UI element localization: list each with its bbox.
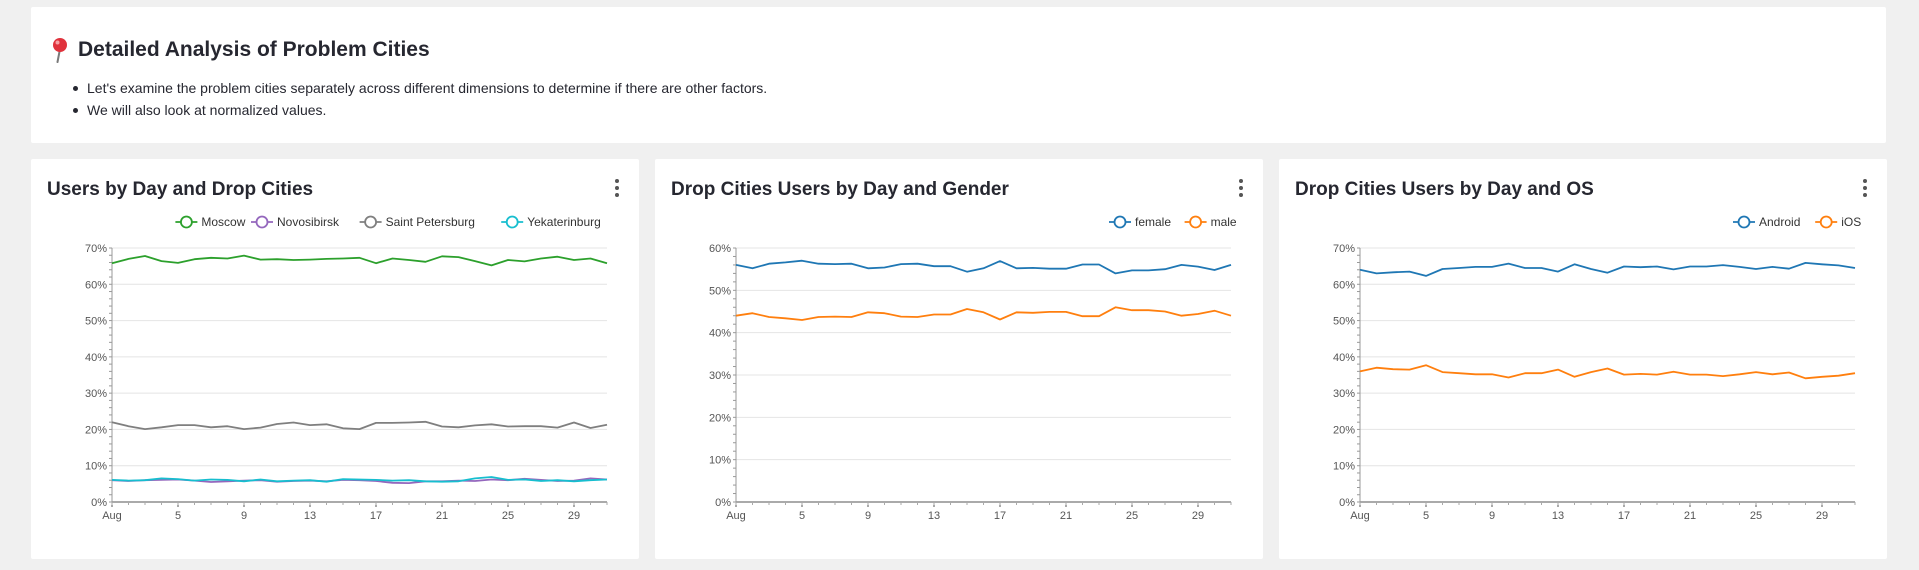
y-tick-label: 30% (85, 388, 107, 400)
x-tick-label: 5 (1423, 510, 1429, 522)
y-tick-label: 40% (1333, 352, 1355, 364)
x-tick-label: 13 (928, 510, 940, 522)
y-tick-label: 30% (709, 370, 731, 382)
x-tick-label: 9 (865, 510, 871, 522)
x-tick-label: 17 (994, 510, 1006, 522)
series-line-male[interactable] (735, 306, 1232, 321)
series-line-saint-petersburg[interactable] (111, 420, 608, 431)
legend-label: Android (1759, 215, 1800, 229)
more-options-icon[interactable] (1237, 179, 1245, 199)
legend-item-saint-petersburg[interactable]: Saint Petersburg (359, 215, 475, 229)
legend-item-android[interactable]: Android (1733, 215, 1800, 229)
y-tick-label: 60% (1333, 279, 1355, 291)
more-options-icon[interactable] (1861, 179, 1869, 199)
x-tick-label: 9 (241, 510, 247, 522)
legend: female male (1109, 215, 1237, 229)
y-tick-label: 50% (709, 285, 731, 297)
more-options-icon[interactable] (613, 179, 621, 199)
y-tick-label: 0% (91, 497, 107, 509)
page-title: Detailed Analysis of Problem Cities (78, 38, 430, 61)
x-tick-label: 21 (1060, 510, 1072, 522)
legend-label: Novosibirsk (277, 215, 340, 229)
y-tick-label: 70% (1333, 243, 1355, 255)
intro-title-row: Detailed Analysis of Problem Cities (49, 37, 430, 63)
legend: Android iOS (1733, 215, 1861, 229)
x-tick-label: 29 (568, 510, 580, 522)
y-tick-label: 60% (709, 243, 731, 255)
legend-label: Yekaterinburg (527, 215, 601, 229)
legend-item-yekaterinburg[interactable]: Yekaterinburg (501, 215, 601, 229)
x-tick-label: 25 (502, 510, 514, 522)
legend-label: iOS (1841, 215, 1861, 229)
chart-card-cities: Users by Day and Drop Cities 0% 10% 20% 30%… (31, 159, 639, 559)
x-tick-label: 17 (1618, 510, 1630, 522)
series-line-android[interactable] (1359, 262, 1856, 277)
pushpin-icon (53, 38, 67, 63)
chart-os-plot: 0% 10% 20% 30% 40% 50% 60% 70% Aug 5 9 13 17 21 25 29 An… (1333, 215, 1861, 522)
x-tick-label: 29 (1192, 510, 1204, 522)
y-tick-label: 20% (85, 424, 107, 436)
y-tick-label: 40% (709, 328, 731, 340)
series-line-yekaterinburg[interactable] (111, 476, 608, 483)
legend-item-moscow[interactable]: Moscow (175, 215, 246, 229)
legend-label: Saint Petersburg (386, 215, 475, 229)
chart-card-os: Drop Cities Users by Day and OS 0% 10% 20%… (1279, 159, 1887, 559)
legend-label: Moscow (201, 215, 245, 229)
series-line-moscow[interactable] (111, 254, 608, 267)
intro-bullet: Let's examine the problem cities separat… (69, 77, 767, 99)
y-tick-label: 60% (85, 279, 107, 291)
x-tick-label: 13 (1552, 510, 1564, 522)
y-tick-label: 0% (715, 497, 731, 509)
x-tick-label: Aug (102, 510, 122, 522)
series-line-ios[interactable] (1359, 364, 1856, 380)
x-tick-label: 29 (1816, 510, 1828, 522)
y-tick-label: 70% (85, 243, 107, 255)
y-tick-label: 10% (1333, 461, 1355, 473)
intro-bullet: We will also look at normalized values. (69, 99, 767, 121)
x-tick-label: 13 (304, 510, 316, 522)
chart-card-gender: Drop Cities Users by Day and Gender 0% 10… (655, 159, 1263, 559)
x-tick-label: 9 (1489, 510, 1495, 522)
y-tick-label: 50% (1333, 316, 1355, 328)
chart-cities-plot: 0% 10% 20% 30% 40% 50% 60% 70% Aug 5 9 13 17 21 25 29 Mo… (85, 215, 608, 522)
x-tick-label: 25 (1750, 510, 1762, 522)
x-tick-label: 5 (799, 510, 805, 522)
y-tick-label: 0% (1339, 497, 1355, 509)
legend-item-female[interactable]: female (1109, 215, 1171, 229)
chart-title: Drop Cities Users by Day and OS (1295, 179, 1594, 200)
y-tick-label: 10% (709, 455, 731, 467)
y-tick-label: 20% (1333, 424, 1355, 436)
chart-gender-plot: 0% 10% 20% 30% 40% 50% 60% Aug 5 9 13 17 21 25 29 femal… (709, 215, 1237, 522)
chart-title: Drop Cities Users by Day and Gender (671, 179, 1009, 200)
x-tick-label: Aug (1350, 510, 1370, 522)
intro-card: Detailed Analysis of Problem Cities Let'… (31, 7, 1886, 143)
series-line-female[interactable] (735, 259, 1232, 275)
x-tick-label: 17 (370, 510, 382, 522)
intro-bullet-list: Let's examine the problem cities separat… (69, 77, 767, 121)
x-tick-label: 21 (1684, 510, 1696, 522)
x-tick-label: 5 (175, 510, 181, 522)
y-tick-label: 50% (85, 316, 107, 328)
legend-item-male[interactable]: male (1184, 215, 1237, 229)
x-tick-label: 25 (1126, 510, 1138, 522)
x-tick-label: Aug (726, 510, 746, 522)
legend-item-ios[interactable]: iOS (1815, 215, 1861, 229)
legend: Moscow Novosibirsk Saint Petersburg Yekater… (175, 215, 601, 229)
legend-label: female (1135, 215, 1171, 229)
y-tick-label: 10% (85, 461, 107, 473)
x-tick-label: 21 (436, 510, 448, 522)
y-tick-label: 30% (1333, 388, 1355, 400)
legend-label: male (1211, 215, 1237, 229)
y-tick-label: 20% (709, 412, 731, 424)
chart-title: Users by Day and Drop Cities (47, 179, 314, 200)
y-tick-label: 40% (85, 352, 107, 364)
legend-item-novosibirsk[interactable]: Novosibirsk (251, 215, 340, 229)
